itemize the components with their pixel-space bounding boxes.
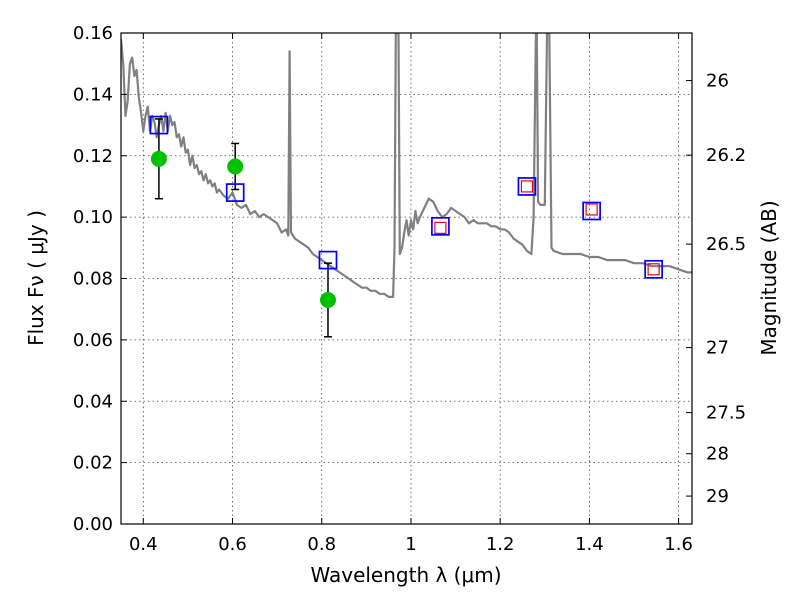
model-point (517, 177, 537, 196)
right-tick-label: 28 (706, 444, 729, 465)
model-sed-line (121, 33, 692, 298)
axes-ticks: 0.4 0.6 0.8 1 1.2 1.4 1.6 0.00 0.02 0.04 0.06 0.08 0… (73, 23, 746, 555)
y-tick-label: 0.14 (73, 84, 113, 105)
model-point (225, 183, 245, 202)
x-tick-label: 1 (405, 534, 416, 555)
right-tick-label: 26.2 (706, 145, 746, 166)
limit-point (647, 263, 660, 276)
observed-point (227, 158, 244, 175)
y-tick-label: 0.00 (73, 514, 113, 535)
y-tick-label: 0.02 (73, 453, 113, 474)
x-tick-label: 1.4 (575, 534, 604, 555)
x-axis-label: Wavelength λ (μm) (310, 563, 501, 587)
y-tick-label: 0.08 (73, 269, 113, 290)
plot-area (121, 33, 692, 338)
x-tick-label: 0.6 (218, 534, 247, 555)
y-tick-label: 0.06 (73, 330, 113, 351)
x-tick-label: 1.6 (664, 534, 693, 555)
model-point (149, 115, 169, 135)
right-tick-label: 26.5 (706, 234, 746, 255)
x-tick-label: 0.8 (307, 534, 336, 555)
y-tick-label: 0.16 (73, 23, 113, 44)
y-tick-label: 0.12 (73, 146, 113, 167)
limit-point (520, 180, 534, 193)
right-tick-label: 29 (706, 486, 729, 507)
limit-point (585, 203, 598, 216)
model-point (431, 216, 450, 236)
observed-point (150, 150, 167, 167)
model-point (644, 259, 663, 279)
model-point (582, 201, 601, 221)
right-tick-label: 27 (706, 338, 729, 359)
x-tick-label: 0.4 (129, 534, 158, 555)
y-tick-label: 0.04 (73, 391, 113, 412)
y-tick-label: 0.10 (73, 207, 113, 228)
model-point (318, 250, 338, 270)
right-tick-label: 27.5 (706, 403, 746, 424)
limit-point (434, 221, 447, 234)
right-tick-label: 26 (706, 71, 729, 92)
x-tick-label: 1.2 (486, 534, 515, 555)
y-right-axis-label: Magnitude (AB) (757, 200, 781, 355)
observed-point (319, 291, 336, 308)
grid (121, 32, 692, 525)
y-axis-label: Flux Fν ( μJy ) (24, 210, 48, 346)
